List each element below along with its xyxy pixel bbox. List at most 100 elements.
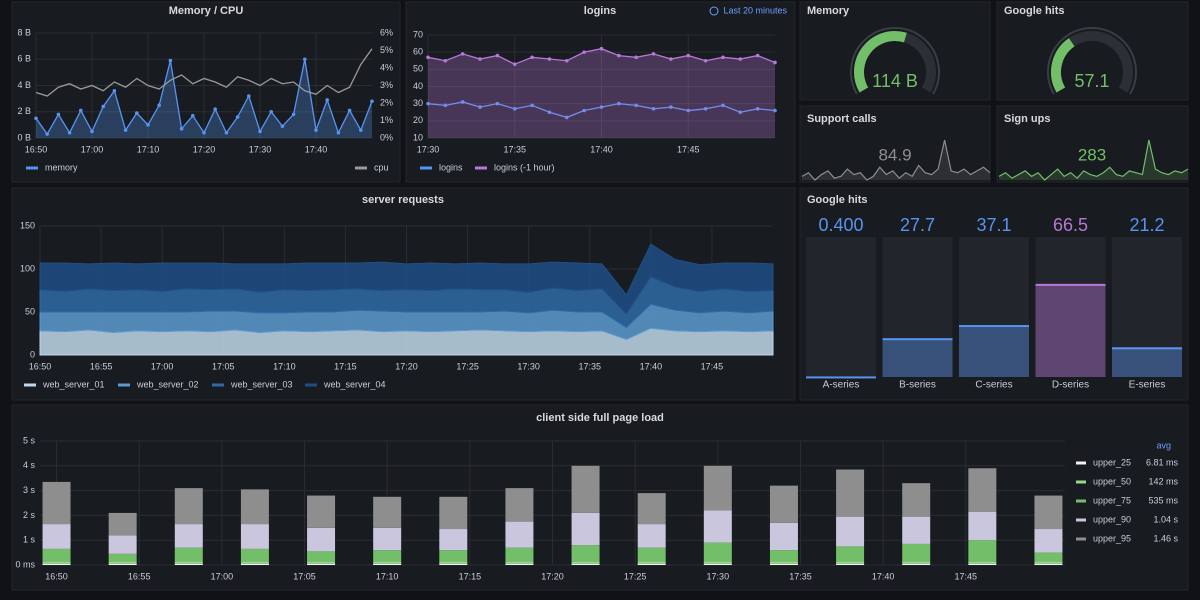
bar-segment (439, 563, 468, 565)
y-tick-label: 0 (30, 349, 35, 359)
bar-segment (1034, 529, 1063, 553)
bar-segment (571, 512, 600, 546)
bar-segment (968, 540, 997, 562)
bar-segment (42, 481, 71, 525)
bar-segment (968, 563, 997, 565)
y-tick-label: 2 B (17, 106, 31, 116)
point (669, 57, 673, 61)
y2-tick-label: 4% (380, 62, 393, 72)
x-tick-label: 17:10 (376, 571, 399, 581)
stat-value: 283 (1078, 145, 1106, 164)
point (582, 108, 586, 113)
point (79, 108, 83, 113)
legend-swatch (212, 383, 224, 387)
point (191, 113, 195, 118)
bar-segment (769, 561, 798, 564)
point (443, 58, 448, 63)
y-tick-label: 50 (25, 306, 35, 316)
legend-swatch (475, 166, 487, 170)
y2-tick-label: 5% (380, 45, 393, 55)
bar-top (1112, 347, 1182, 350)
x-tick-label: 16:55 (128, 571, 151, 581)
y-tick-label: 3 s (23, 485, 36, 495)
panel-title: Support calls (807, 113, 877, 125)
clock-icon (709, 6, 719, 16)
bar-segment (307, 527, 336, 552)
legend-swatch (1076, 518, 1086, 522)
bar-segment (108, 561, 137, 564)
point (530, 55, 534, 60)
point (443, 103, 448, 108)
bar-value: 66.5 (1053, 215, 1088, 235)
bar-segment (174, 524, 203, 548)
bar-segment (240, 548, 269, 562)
point (157, 103, 161, 107)
bar-segment (968, 511, 997, 541)
bar-segment (836, 469, 865, 517)
bar-segment (505, 488, 534, 522)
legend-label: web_server_04 (323, 379, 386, 389)
point (258, 129, 262, 134)
sparkline-area (999, 140, 1188, 180)
point (738, 110, 743, 115)
legend-swatch (24, 383, 36, 387)
bar-segment (703, 510, 732, 543)
point (617, 53, 621, 58)
legend-avg: 142 ms (1148, 476, 1178, 486)
stacked-area (39, 243, 774, 315)
bar-segment (968, 468, 997, 512)
y-tick-label: 6 B (17, 54, 31, 64)
x-tick-label: 17:25 (624, 571, 647, 581)
point (213, 107, 217, 111)
point (359, 128, 363, 132)
panel (405, 1, 796, 183)
point (247, 94, 251, 98)
point (269, 109, 274, 114)
legend-swatch (118, 383, 130, 387)
legend-swatch (305, 383, 317, 387)
bar-top (806, 376, 876, 379)
x-tick-label: 17:45 (955, 571, 978, 581)
point (565, 58, 569, 63)
legend-label: memory (45, 162, 78, 172)
gauge-fill (1051, 38, 1075, 93)
legend-swatch (1076, 537, 1086, 541)
y-tick-label: 0 ms (15, 559, 35, 569)
panel (996, 1, 1189, 101)
bar-segment (703, 542, 732, 562)
bar-segment (174, 488, 203, 525)
point (773, 108, 777, 113)
legend-avg: 6.81 ms (1146, 457, 1179, 467)
point (773, 60, 777, 65)
bar-segment (769, 563, 798, 565)
bar-segment (902, 483, 931, 517)
point (426, 101, 430, 106)
point (738, 57, 743, 61)
bar-segment (902, 563, 931, 565)
bar-segment (439, 550, 468, 562)
bar-segment (505, 547, 534, 562)
bar-segment (571, 545, 600, 562)
point (617, 101, 621, 106)
stacked-area (39, 327, 774, 356)
time-range[interactable]: Last 20 minutes (723, 5, 787, 15)
x-tick-label: 17:00 (81, 144, 104, 154)
bar (882, 338, 953, 377)
bar-segment (505, 561, 534, 564)
bar-segment (1034, 495, 1063, 530)
bar-segment (769, 522, 798, 551)
bar-value: 27.7 (900, 215, 935, 235)
panel-title: client side full page load (536, 412, 664, 424)
bar-segment (902, 516, 931, 544)
point (168, 58, 173, 63)
point (755, 53, 760, 58)
bar-segment (42, 548, 71, 562)
point (34, 116, 38, 121)
bar-segment (108, 563, 137, 565)
bar-segment (637, 547, 666, 562)
x-tick-label: 17:35 (578, 361, 601, 371)
point (651, 52, 656, 56)
bar-segment (836, 516, 865, 547)
bar-segment (42, 561, 71, 564)
bar-segment (373, 527, 402, 551)
